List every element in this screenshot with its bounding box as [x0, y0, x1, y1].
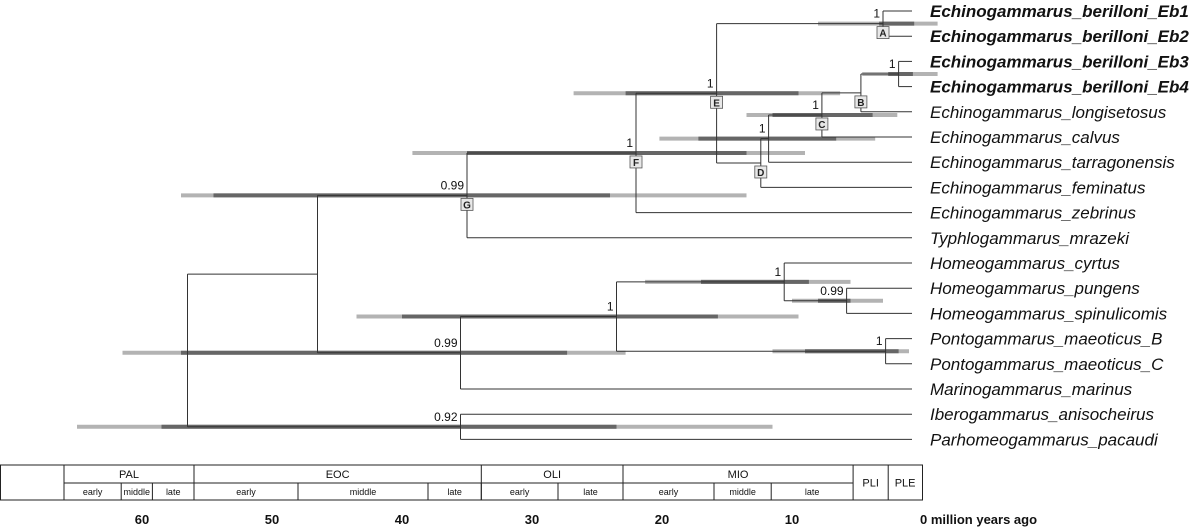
- taxon-label: Echinogammarus_longisetosus: [930, 103, 1167, 122]
- axis-tick-label: 20: [655, 512, 669, 527]
- subepoch-label: early: [510, 487, 530, 497]
- epoch-label: MIO: [728, 469, 749, 481]
- taxon-label: Typhlogammarus_mrazeki: [930, 229, 1130, 248]
- taxon-label: Homeogammarus_cyrtus: [930, 254, 1120, 273]
- taxon-label: Parhomeogammarus_pacaudi: [930, 430, 1159, 449]
- axis-tick-label: 40: [395, 512, 409, 527]
- node-label-box: [815, 117, 829, 131]
- taxon-labels: Echinogammarus_berilloni_Eb1 Echinogammar…: [930, 2, 1189, 449]
- subepoch-label: middle: [124, 487, 151, 497]
- support-value: 0.99: [434, 336, 458, 350]
- subepoch-label: late: [805, 487, 820, 497]
- axis-tick-label: 30: [525, 512, 539, 527]
- node-label-box: [460, 197, 474, 211]
- support-value: 0.99: [820, 284, 844, 298]
- tree-branches: [187, 10, 912, 440]
- axis-tick-label: 0 million years ago: [920, 512, 1037, 527]
- epoch-label: OLI: [543, 469, 561, 481]
- node-label: G: [463, 200, 471, 211]
- node-label: D: [757, 168, 764, 179]
- support-value: 1: [873, 7, 880, 21]
- node-label: F: [633, 158, 639, 169]
- support-value: 1: [812, 98, 819, 112]
- axis-tick-label: 50: [265, 512, 279, 527]
- taxon-label: Echinogammarus_berilloni_Eb3: [930, 52, 1189, 71]
- subepoch-label: late: [447, 487, 462, 497]
- subepoch-label: late: [583, 487, 598, 497]
- taxon-label: Pontogammarus_maeoticus_B: [930, 330, 1162, 349]
- taxon-label: Echinogammarus_berilloni_Eb1: [930, 2, 1189, 21]
- axis-tick-label: 60: [135, 512, 149, 527]
- taxon-label: Pontogammarus_maeoticus_C: [930, 355, 1164, 374]
- taxon-label: Echinogammarus_zebrinus: [930, 204, 1136, 223]
- subepoch-label: middle: [729, 487, 756, 497]
- node-label: B: [857, 98, 864, 109]
- taxon-label: Homeogammarus_spinulicomis: [930, 304, 1168, 323]
- epoch-label: EOC: [326, 469, 350, 481]
- node-label: C: [818, 120, 825, 131]
- taxon-label: Echinogammarus_berilloni_Eb2: [930, 27, 1189, 46]
- support-value: 0.92: [434, 410, 458, 424]
- taxon-label: Echinogammarus_feminatus: [930, 178, 1146, 197]
- epoch-label: PLI: [862, 478, 879, 490]
- geologic-timescale: PAL EOC OLI MIO PLI PLE early middle late early mi…: [0, 464, 1037, 527]
- taxon-label: Iberogammarus_anisocheirus: [930, 405, 1154, 424]
- support-value: 1: [707, 76, 714, 90]
- taxon-label: Echinogammarus_berilloni_Eb4: [930, 78, 1189, 97]
- node-label-box: [710, 95, 723, 109]
- support-value: 1: [775, 265, 782, 279]
- subepoch-label: middle: [350, 487, 377, 497]
- support-value: 0.99: [441, 178, 465, 192]
- taxon-label: Homeogammarus_pungens: [930, 279, 1140, 298]
- taxon-label: Echinogammarus_calvus: [930, 128, 1120, 147]
- subepoch-label: early: [659, 487, 679, 497]
- confidence-bars: [77, 21, 938, 429]
- axis-tick-label: 10: [785, 512, 799, 527]
- taxon-label: Echinogammarus_tarragonensis: [930, 153, 1175, 172]
- support-value: 1: [607, 300, 614, 314]
- node-label: E: [713, 98, 720, 109]
- epoch-label: PAL: [119, 469, 139, 481]
- subepoch-label: early: [236, 487, 256, 497]
- support-value: 1: [876, 334, 883, 348]
- taxon-label: Marinogammarus_marinus: [930, 380, 1133, 399]
- support-value: 1: [759, 122, 766, 136]
- node-label-box: [629, 155, 643, 169]
- subepoch-label: late: [166, 487, 181, 497]
- node-label-box: [876, 26, 890, 40]
- epoch-label: PLE: [895, 478, 916, 490]
- node-label-box: [854, 95, 868, 109]
- node-label-box: [754, 165, 768, 179]
- support-value: 1: [626, 136, 633, 150]
- subepoch-label: early: [83, 487, 103, 497]
- timescale-frame: [0, 464, 923, 501]
- support-value: 1: [889, 57, 896, 71]
- node-label: A: [879, 29, 886, 40]
